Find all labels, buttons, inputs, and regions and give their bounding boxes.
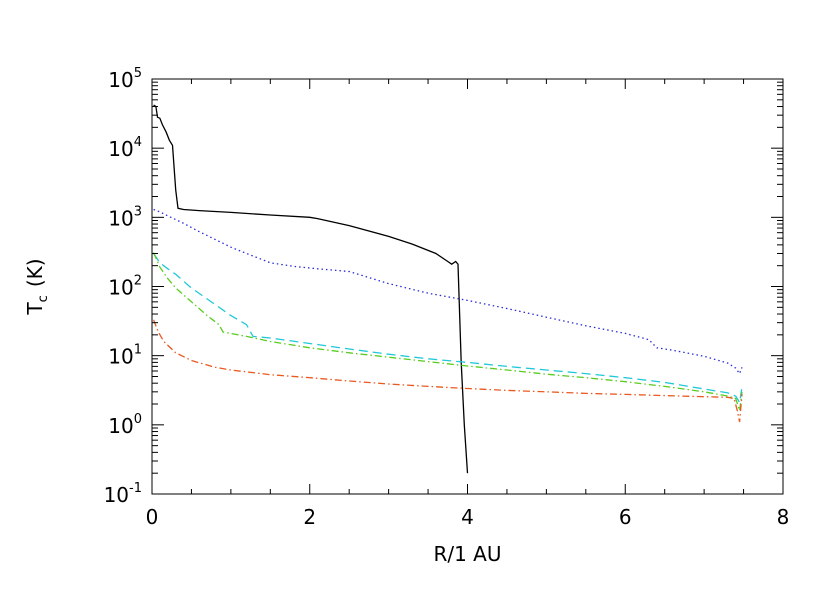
x-tick-label: 8 [777,505,790,529]
y-axis-label-main: T [23,302,47,316]
y-axis-label-subscript: c [36,295,51,302]
series-line-5 [152,319,743,423]
axes: 0 2 4 6 8 10-1 100 101 102 103 104 105 [104,66,790,529]
series-line-3 [153,253,743,405]
y-tick-label: 103 [108,204,142,230]
x-axis-label: R/1 AU [433,542,501,566]
series-line-2 [153,208,743,375]
plot-frame [151,78,784,495]
series-group [152,104,743,474]
y-axis-label: Tc (K) [23,258,51,315]
y-tick-label: 101 [108,343,142,369]
series-line-1 [153,104,469,474]
y-axis-label-unit: (K) [23,258,47,287]
x-tick-label: 0 [146,505,159,529]
y-tick-label: 102 [108,274,142,300]
x-tick-label: 6 [619,505,632,529]
y-tick-label: 104 [108,135,142,161]
y-tick-label: 100 [108,412,142,438]
x-tick-label: 2 [303,505,316,529]
y-tick-label: 10-1 [104,481,142,507]
series-line-4 [153,252,743,411]
x-tick-label: 4 [461,505,474,529]
y-tick-label: 105 [108,66,142,92]
